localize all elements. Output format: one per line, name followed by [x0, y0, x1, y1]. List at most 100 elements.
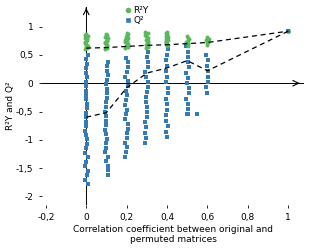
Point: [104, 159, 109, 163]
Point: [164, 108, 169, 112]
Point: [104, 44, 109, 48]
Point: [206, 37, 211, 41]
Point: [84, 66, 89, 70]
Point: [125, 84, 130, 88]
Point: [184, 34, 189, 38]
Point: [145, 40, 150, 44]
Point: [84, 38, 89, 42]
Point: [104, 118, 108, 122]
Point: [84, 62, 89, 66]
Point: [164, 40, 169, 44]
Point: [164, 58, 169, 62]
Point: [104, 33, 109, 37]
Point: [143, 38, 148, 42]
Point: [103, 47, 108, 51]
Point: [122, 155, 127, 159]
Point: [104, 132, 109, 136]
Point: [82, 41, 87, 45]
Point: [123, 75, 128, 79]
Point: [165, 36, 170, 40]
Point: [124, 70, 129, 74]
Point: [82, 36, 87, 40]
Point: [143, 100, 148, 104]
Point: [104, 69, 109, 73]
Point: [84, 32, 89, 36]
Point: [104, 43, 109, 47]
Point: [125, 41, 130, 45]
Point: [103, 40, 108, 44]
Point: [185, 76, 190, 80]
Point: [125, 31, 130, 35]
Point: [163, 80, 168, 84]
Point: [143, 126, 148, 130]
Point: [125, 131, 130, 135]
Point: [144, 105, 149, 109]
Point: [104, 105, 108, 109]
Point: [125, 45, 130, 49]
Point: [105, 39, 110, 43]
Point: [286, 29, 291, 33]
Point: [143, 33, 148, 37]
Point: [84, 84, 89, 88]
Point: [146, 60, 151, 64]
Point: [125, 126, 130, 130]
Point: [104, 44, 109, 48]
Point: [102, 41, 107, 45]
Point: [84, 133, 89, 137]
Point: [165, 124, 170, 128]
Point: [84, 160, 89, 164]
Point: [103, 32, 108, 36]
Point: [103, 150, 108, 154]
Point: [163, 118, 168, 122]
Point: [165, 44, 170, 48]
Point: [146, 85, 151, 89]
Point: [125, 39, 130, 43]
Point: [164, 102, 169, 106]
Point: [104, 42, 108, 46]
Point: [185, 42, 190, 46]
Point: [84, 115, 89, 119]
Point: [85, 106, 90, 110]
Point: [146, 44, 151, 48]
Point: [123, 89, 128, 93]
Point: [104, 100, 109, 104]
Point: [123, 40, 128, 44]
Point: [125, 34, 130, 38]
Point: [166, 43, 171, 47]
Point: [83, 58, 88, 62]
Point: [105, 168, 110, 172]
Point: [185, 44, 190, 48]
Point: [164, 42, 169, 46]
Point: [83, 71, 88, 75]
Point: [105, 137, 110, 141]
Point: [123, 103, 128, 107]
Point: [145, 36, 150, 40]
Point: [105, 96, 110, 100]
Point: [125, 108, 130, 112]
Point: [206, 69, 210, 73]
Point: [84, 43, 89, 47]
Point: [166, 47, 171, 51]
Point: [204, 43, 209, 47]
Point: [185, 102, 190, 106]
Point: [166, 86, 171, 89]
Point: [105, 173, 110, 177]
Point: [186, 50, 191, 54]
Point: [146, 44, 151, 48]
Point: [84, 93, 89, 97]
Point: [124, 43, 129, 47]
Point: [186, 92, 191, 96]
Point: [85, 155, 90, 159]
Point: [185, 112, 190, 116]
Point: [185, 55, 190, 59]
Point: [84, 75, 89, 79]
Point: [85, 53, 90, 57]
Point: [85, 142, 90, 146]
Point: [85, 182, 90, 186]
Point: [206, 58, 211, 62]
Point: [124, 150, 129, 154]
Point: [104, 141, 109, 145]
Point: [85, 38, 90, 42]
Point: [124, 35, 129, 39]
Point: [84, 46, 89, 50]
